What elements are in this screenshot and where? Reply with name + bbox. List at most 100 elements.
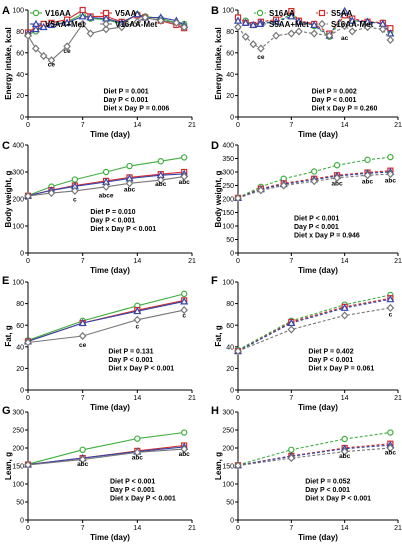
stats-line: Diet x Day P = 0.946 xyxy=(294,233,360,240)
data-point-gray xyxy=(234,347,242,356)
x-tick-label: 0 xyxy=(236,525,240,532)
data-point-gray xyxy=(47,188,56,198)
data-point-gray xyxy=(102,25,110,34)
y-tick-label: 200 xyxy=(222,197,234,204)
data-point-gray xyxy=(180,172,189,181)
legend-marker-blue xyxy=(255,19,265,27)
data-point-gray xyxy=(279,181,288,190)
x-axis-label: Time (day) xyxy=(298,266,338,275)
data-point-green xyxy=(288,446,295,453)
stats-line: Day P < 0.001 xyxy=(308,357,353,364)
y-tick-label: 80 xyxy=(226,29,234,36)
significance-label: abc xyxy=(124,186,136,193)
x-axis-label: Time (day) xyxy=(298,533,338,542)
x-axis-label: Time (day) xyxy=(90,533,130,542)
y-tick-label: 400 xyxy=(222,143,234,150)
stats-line: Diet P < 0.001 xyxy=(294,216,339,223)
panel-h: H 0 50 100 150 200 250 300 0 7 14 21 Time (day) Lean,… xyxy=(211,405,402,542)
legend-entry-label: S16AA-Met xyxy=(331,20,374,29)
panel-letter-c: C xyxy=(2,140,10,152)
significance-label: abc xyxy=(132,455,144,462)
series-line-gray xyxy=(237,307,391,352)
significance-label: abc xyxy=(77,461,89,468)
x-tick-label: 0 xyxy=(236,122,240,129)
y-tick-label: 60 xyxy=(226,323,234,330)
legend-marker-blue xyxy=(31,19,41,27)
data-point-gray xyxy=(272,31,280,40)
data-point-gray xyxy=(325,31,334,40)
y-tick-label: 200 xyxy=(12,446,24,453)
series-line-gray xyxy=(27,309,185,344)
data-point-gray xyxy=(78,455,87,464)
data-point-blue xyxy=(287,318,296,327)
stats-line: Day P < 0.001 xyxy=(108,357,153,364)
y-tick-label: 20 xyxy=(16,93,24,100)
y-axis-label: Energy intake, kcal xyxy=(4,27,13,99)
data-point-green xyxy=(102,168,110,176)
stats-line: Day P < 0.001 xyxy=(294,224,339,231)
data-point-gray xyxy=(348,27,357,36)
data-point-gray xyxy=(24,191,32,201)
x-tick-label: 0 xyxy=(236,395,240,402)
y-tick-label: 0 xyxy=(230,518,234,525)
x-axis-label: Time (day) xyxy=(90,266,130,275)
data-point-blue xyxy=(294,17,303,25)
x-tick-label: 21 xyxy=(188,122,196,129)
data-point-gray xyxy=(386,443,395,453)
data-point-gray xyxy=(241,32,250,41)
data-point-gray xyxy=(133,315,142,324)
x-tick-label: 7 xyxy=(289,525,293,532)
data-point-blue xyxy=(241,18,250,26)
y-tick-label: 20 xyxy=(16,366,24,373)
series-line-gray xyxy=(237,447,391,467)
significance-label: abc xyxy=(362,178,374,185)
data-point-gray xyxy=(386,35,395,45)
stats-line: Day P < 0.001 xyxy=(103,97,148,104)
data-point-blue xyxy=(340,6,349,15)
data-point-gray xyxy=(180,445,189,454)
panel-letter-h: H xyxy=(211,405,219,417)
x-tick-label: 7 xyxy=(81,258,85,265)
stats-line: Diet x Day P < 0.001 xyxy=(110,495,176,502)
y-tick-label: 100 xyxy=(222,224,234,231)
data-point-blue xyxy=(31,25,40,33)
stats-line: Diet x Day P = 0.061 xyxy=(308,365,374,372)
x-tick-label: 7 xyxy=(289,122,293,129)
data-point-gray xyxy=(287,29,296,38)
data-point-gray xyxy=(133,17,142,26)
y-tick-label: 0 xyxy=(20,251,24,258)
data-point-gray xyxy=(172,18,181,27)
legend-marker-gray xyxy=(318,19,326,29)
y-tick-label: 0 xyxy=(230,251,234,258)
stats-line: Diet P = 0.131 xyxy=(108,348,153,355)
data-point-gray xyxy=(39,51,48,61)
x-tick-label: 21 xyxy=(394,122,402,129)
data-point-gray xyxy=(86,29,95,38)
data-point-gray xyxy=(24,460,32,469)
legend-entry-label: S5AA+Met xyxy=(269,20,309,29)
data-point-gray xyxy=(31,44,40,53)
stats-line: Diet P = 0.010 xyxy=(90,209,135,216)
x-tick-label: 7 xyxy=(289,258,293,265)
data-point-green xyxy=(333,162,341,169)
data-point-gray xyxy=(295,27,303,36)
significance-label: c xyxy=(73,197,77,204)
x-tick-label: 0 xyxy=(26,525,30,532)
stats-line: Day P < 0.001 xyxy=(90,218,135,225)
data-point-gray xyxy=(257,186,265,195)
y-tick-label: 0 xyxy=(20,518,24,525)
legend-marker-green xyxy=(256,9,264,17)
x-tick-label: 21 xyxy=(188,258,196,265)
panel-g: G 0 50 100 150 200 250 300 0 7 14 21 Time (day) Lean,… xyxy=(2,405,196,542)
significance-label: abc xyxy=(339,453,351,460)
significance-label: c xyxy=(182,313,186,320)
data-point-gray xyxy=(141,13,149,22)
y-tick-label: 100 xyxy=(222,280,234,287)
panel-letter-d: D xyxy=(211,140,219,152)
panel-a: A 0 20 40 60 80 100 0 7 14 21 Time (day) Energy inta… xyxy=(2,5,196,139)
data-point-gray xyxy=(125,179,134,188)
x-tick-label: 7 xyxy=(289,395,293,402)
data-point-gray xyxy=(333,173,341,183)
y-tick-label: 150 xyxy=(222,464,234,471)
legend: S16AA S5AA S5AA+Met S16AA-Met xyxy=(254,9,374,29)
